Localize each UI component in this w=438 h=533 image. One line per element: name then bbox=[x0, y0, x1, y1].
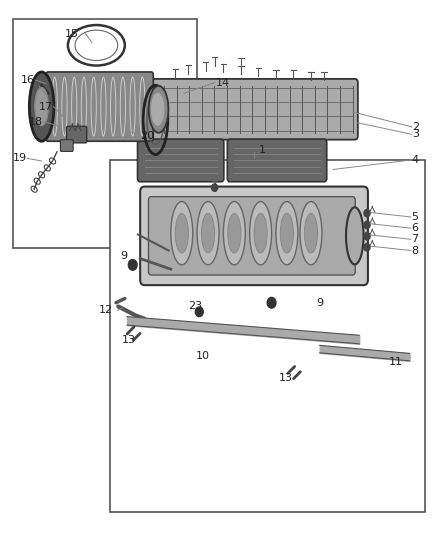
Text: 16: 16 bbox=[21, 75, 35, 85]
Text: 5: 5 bbox=[411, 212, 418, 222]
Text: 13: 13 bbox=[122, 335, 136, 345]
Ellipse shape bbox=[223, 201, 245, 265]
FancyBboxPatch shape bbox=[150, 79, 358, 140]
Ellipse shape bbox=[197, 201, 219, 265]
Ellipse shape bbox=[228, 213, 241, 253]
Circle shape bbox=[212, 184, 218, 191]
FancyBboxPatch shape bbox=[60, 140, 73, 151]
Circle shape bbox=[195, 307, 203, 317]
Text: 3: 3 bbox=[412, 130, 419, 139]
Circle shape bbox=[267, 297, 276, 308]
Bar bbox=[110, 160, 425, 512]
Circle shape bbox=[364, 209, 370, 217]
Ellipse shape bbox=[171, 201, 193, 265]
Ellipse shape bbox=[35, 87, 48, 126]
Ellipse shape bbox=[254, 213, 267, 253]
Ellipse shape bbox=[276, 201, 298, 265]
Text: 19: 19 bbox=[13, 154, 27, 163]
Text: 9: 9 bbox=[120, 252, 127, 261]
Text: 14: 14 bbox=[216, 78, 230, 87]
FancyBboxPatch shape bbox=[227, 139, 327, 182]
Text: 6: 6 bbox=[411, 223, 418, 233]
FancyBboxPatch shape bbox=[148, 197, 355, 275]
Ellipse shape bbox=[201, 213, 215, 253]
Text: 11: 11 bbox=[389, 358, 403, 367]
FancyBboxPatch shape bbox=[67, 126, 87, 143]
Ellipse shape bbox=[152, 93, 164, 125]
Ellipse shape bbox=[300, 201, 322, 265]
Text: 9: 9 bbox=[316, 298, 323, 308]
Circle shape bbox=[364, 232, 370, 240]
Text: 13: 13 bbox=[279, 374, 293, 383]
Circle shape bbox=[128, 260, 137, 270]
Ellipse shape bbox=[250, 201, 272, 265]
Ellipse shape bbox=[346, 207, 364, 264]
Circle shape bbox=[364, 244, 370, 251]
Text: 20: 20 bbox=[140, 131, 154, 141]
Ellipse shape bbox=[29, 72, 54, 141]
Text: 1: 1 bbox=[258, 146, 265, 155]
Text: 8: 8 bbox=[411, 246, 418, 255]
FancyBboxPatch shape bbox=[140, 187, 368, 285]
Text: 2: 2 bbox=[412, 122, 419, 132]
Text: 10: 10 bbox=[195, 351, 209, 361]
Text: 15: 15 bbox=[65, 29, 79, 38]
Text: 23: 23 bbox=[188, 302, 202, 311]
Ellipse shape bbox=[280, 213, 293, 253]
Text: 18: 18 bbox=[29, 117, 43, 126]
Text: 12: 12 bbox=[99, 305, 113, 315]
Text: 7: 7 bbox=[411, 235, 418, 244]
Ellipse shape bbox=[175, 213, 188, 253]
Text: 17: 17 bbox=[39, 102, 53, 111]
FancyBboxPatch shape bbox=[138, 139, 224, 182]
Ellipse shape bbox=[148, 86, 168, 133]
Text: 4: 4 bbox=[412, 155, 419, 165]
FancyBboxPatch shape bbox=[46, 72, 153, 141]
Bar bbox=[13, 19, 197, 248]
Circle shape bbox=[364, 221, 370, 229]
Ellipse shape bbox=[304, 213, 318, 253]
